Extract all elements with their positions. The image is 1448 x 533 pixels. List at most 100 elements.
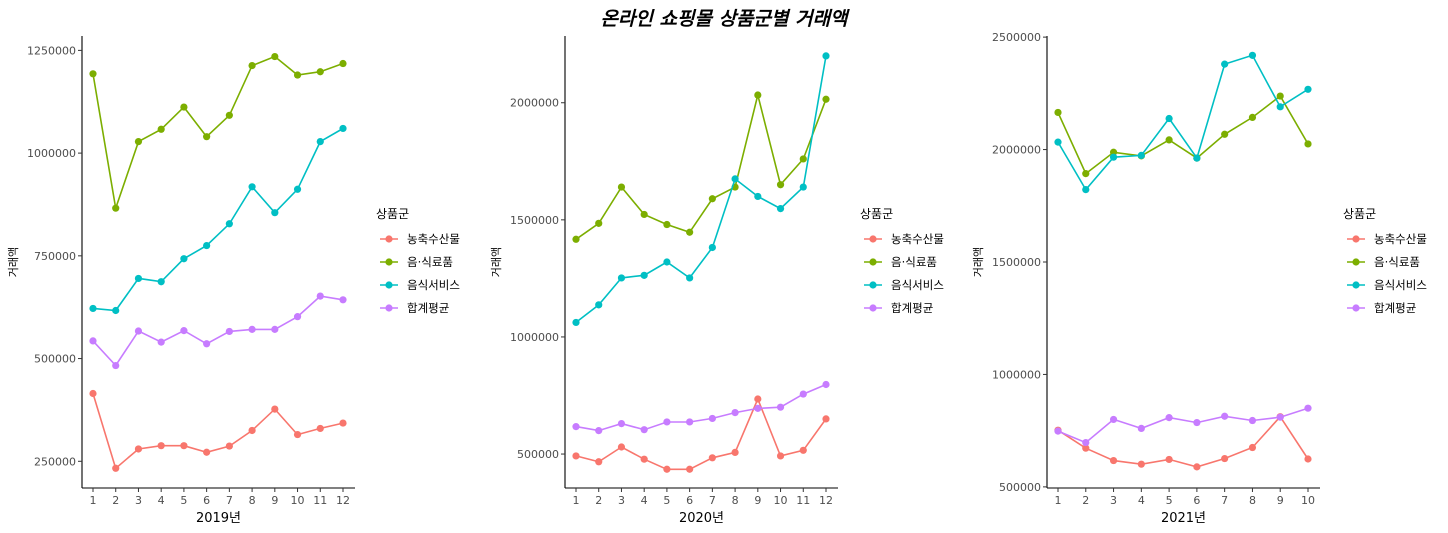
y-axis-title: 거래액 bbox=[7, 247, 20, 277]
data-point-3 bbox=[731, 408, 739, 417]
data-point-1 bbox=[708, 195, 716, 203]
legend-title: 상품군 bbox=[1343, 207, 1376, 221]
data-point-0 bbox=[1137, 460, 1145, 468]
data-point-3 bbox=[595, 427, 603, 435]
data-point-1 bbox=[822, 95, 830, 103]
y-tick-label: 500000 bbox=[34, 353, 76, 366]
data-point-1 bbox=[754, 91, 762, 99]
legend-key-marker bbox=[385, 235, 393, 243]
data-point-1 bbox=[316, 68, 324, 76]
series-line-3 bbox=[92, 295, 344, 367]
data-point-1 bbox=[225, 111, 233, 119]
x-tick-label: 2 bbox=[1082, 494, 1089, 507]
y-tick-label: 750000 bbox=[34, 250, 76, 263]
x-tick-label: 2 bbox=[595, 494, 602, 507]
data-point-3 bbox=[572, 423, 580, 431]
data-point-2 bbox=[316, 138, 324, 146]
legend-label: 음·식료품 bbox=[1374, 255, 1420, 269]
data-point-2 bbox=[822, 52, 830, 60]
data-point-1 bbox=[595, 219, 603, 227]
data-point-3 bbox=[686, 418, 694, 426]
legend-key-marker bbox=[869, 235, 877, 243]
x-tick-label: 12 bbox=[336, 494, 350, 507]
data-point-3 bbox=[248, 325, 256, 333]
legend-key-marker bbox=[385, 258, 393, 266]
data-point-1 bbox=[1304, 140, 1312, 148]
series-line-0 bbox=[575, 396, 827, 471]
data-point-3 bbox=[1054, 427, 1062, 435]
data-point-1 bbox=[157, 125, 165, 133]
data-point-1 bbox=[1221, 130, 1229, 138]
data-point-2 bbox=[134, 274, 143, 283]
data-point-0 bbox=[754, 395, 762, 403]
data-point-3 bbox=[822, 380, 830, 389]
y-tick-label: 1000000 bbox=[992, 368, 1041, 381]
x-tick-label: 10 bbox=[1301, 494, 1315, 507]
data-point-0 bbox=[225, 442, 233, 450]
series-line-1 bbox=[575, 94, 827, 240]
x-tick-label: 2 bbox=[112, 494, 119, 507]
data-point-0 bbox=[640, 455, 648, 463]
x-tick-label: 7 bbox=[1221, 494, 1228, 507]
x-tick-label: 5 bbox=[180, 494, 187, 507]
y-tick-label: 1000000 bbox=[27, 147, 76, 160]
data-point-3 bbox=[134, 327, 143, 335]
data-point-0 bbox=[89, 389, 97, 398]
legend-key-marker bbox=[385, 281, 393, 289]
data-point-3 bbox=[754, 404, 762, 412]
data-point-1 bbox=[248, 61, 256, 70]
x-tick-label: 11 bbox=[796, 494, 810, 507]
data-point-1 bbox=[617, 183, 626, 191]
data-point-2 bbox=[663, 258, 671, 266]
data-point-2 bbox=[1109, 153, 1118, 161]
data-point-1 bbox=[112, 204, 120, 212]
data-point-1 bbox=[180, 103, 188, 111]
data-point-0 bbox=[112, 464, 120, 472]
x-tick-label: 4 bbox=[158, 494, 165, 507]
data-point-2 bbox=[731, 175, 739, 183]
data-point-0 bbox=[822, 415, 830, 423]
data-point-2 bbox=[595, 301, 603, 309]
y-tick-label: 250000 bbox=[34, 455, 76, 468]
x-tick-label: 11 bbox=[313, 494, 327, 507]
data-point-0 bbox=[271, 405, 279, 413]
legend-label: 합계평균 bbox=[407, 301, 449, 315]
data-point-1 bbox=[640, 210, 648, 219]
data-point-1 bbox=[686, 228, 694, 236]
legend-label: 농축수산물 bbox=[1374, 232, 1427, 246]
legend-key-marker bbox=[869, 281, 877, 289]
x-tick-label: 1 bbox=[573, 494, 580, 507]
data-point-0 bbox=[180, 442, 188, 450]
data-point-2 bbox=[708, 243, 716, 252]
data-point-2 bbox=[271, 209, 279, 217]
data-point-2 bbox=[572, 318, 580, 327]
series-line-3 bbox=[575, 383, 827, 432]
data-point-0 bbox=[1193, 463, 1201, 471]
data-point-3 bbox=[640, 426, 648, 434]
data-point-2 bbox=[1193, 154, 1201, 162]
data-point-3 bbox=[1221, 412, 1229, 420]
legend-label: 합계평균 bbox=[1374, 301, 1416, 315]
legend-label: 음식서비스 bbox=[1374, 278, 1427, 292]
data-point-1 bbox=[572, 235, 580, 243]
y-tick-label: 1500000 bbox=[510, 214, 559, 227]
data-point-3 bbox=[1137, 424, 1145, 433]
data-point-2 bbox=[754, 192, 762, 201]
x-tick-label: 6 bbox=[1193, 494, 1200, 507]
data-point-2 bbox=[1276, 103, 1284, 111]
x-tick-label: 8 bbox=[1249, 494, 1256, 507]
x-tick-label: 9 bbox=[271, 494, 278, 507]
data-point-1 bbox=[339, 59, 347, 68]
x-tick-label: 8 bbox=[249, 494, 256, 507]
x-tick-label: 5 bbox=[663, 494, 670, 507]
data-point-2 bbox=[180, 255, 188, 263]
data-point-1 bbox=[1054, 108, 1062, 117]
legend-label: 음식서비스 bbox=[891, 278, 944, 292]
data-point-1 bbox=[1109, 148, 1118, 156]
data-point-0 bbox=[203, 448, 211, 456]
x-tick-label: 9 bbox=[1277, 494, 1284, 507]
data-point-2 bbox=[1082, 185, 1090, 194]
y-tick-label: 2000000 bbox=[510, 97, 559, 110]
data-point-0 bbox=[686, 465, 694, 473]
